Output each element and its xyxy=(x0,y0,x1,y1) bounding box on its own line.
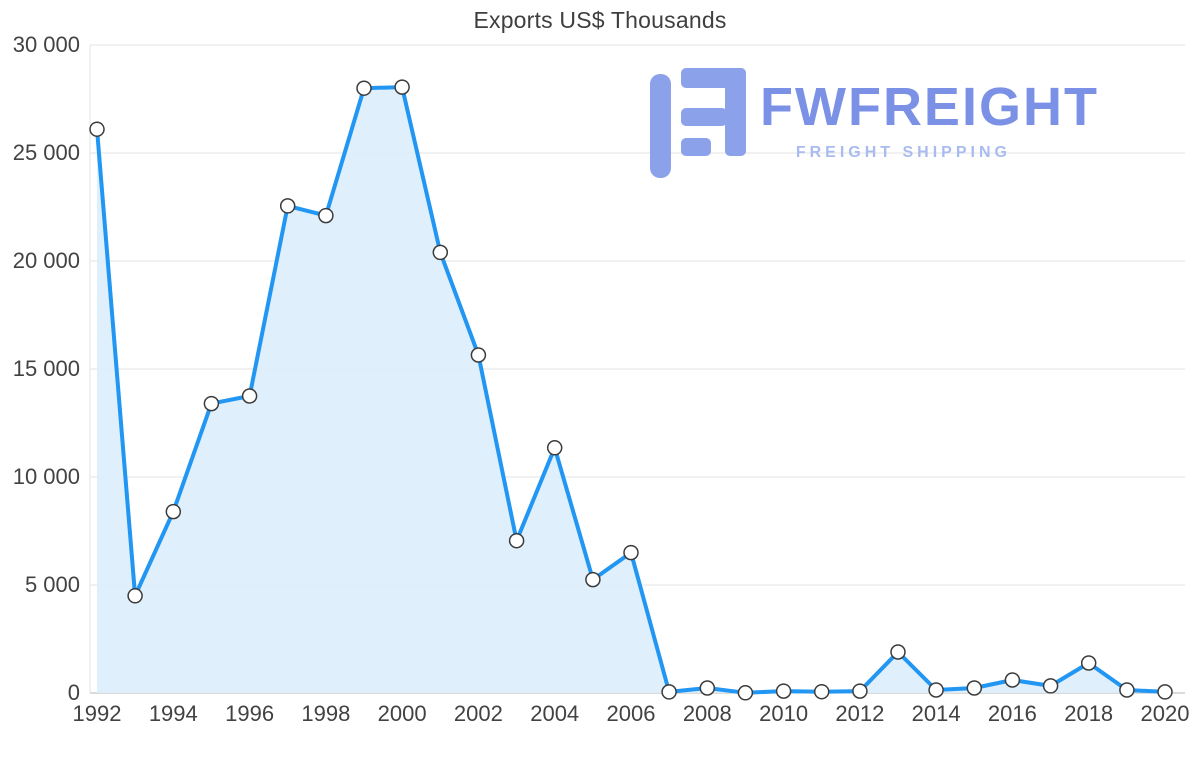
y-tick-label: 10 000 xyxy=(13,464,80,489)
data-point-marker[interactable] xyxy=(661,684,677,700)
y-tick-label: 30 000 xyxy=(13,32,80,57)
y-tick-label: 20 000 xyxy=(13,248,80,273)
x-tick-label: 1998 xyxy=(301,701,350,726)
data-point-marker[interactable] xyxy=(966,680,983,696)
data-point-marker[interactable] xyxy=(623,544,639,561)
brand-watermark: FWFREIGHT FREIGHT SHIPPING xyxy=(650,68,1099,184)
chart-title: Exports US$ Thousands xyxy=(473,7,727,33)
x-tick-label: 2018 xyxy=(1064,701,1113,726)
y-tick-label: 15 000 xyxy=(13,356,80,381)
data-point-marker[interactable] xyxy=(1042,678,1059,694)
brand-name: FWFREIGHT xyxy=(760,77,1099,137)
x-tick-label: 2012 xyxy=(835,701,884,726)
x-tick-label: 2000 xyxy=(378,701,427,726)
series-area-fill xyxy=(97,87,1165,694)
data-point-marker[interactable] xyxy=(508,532,525,549)
x-tick-label: 1996 xyxy=(225,701,274,726)
data-point-marker[interactable] xyxy=(241,388,258,404)
x-tick-label: 2004 xyxy=(530,701,579,726)
data-point-marker[interactable] xyxy=(928,682,944,698)
x-tick-label: 2016 xyxy=(988,701,1037,726)
data-point-marker[interactable] xyxy=(127,588,143,604)
x-tick-label: 2010 xyxy=(759,701,808,726)
y-tick-label: 25 000 xyxy=(13,140,80,165)
x-tick-label: 2020 xyxy=(1141,701,1190,726)
data-point-marker[interactable] xyxy=(546,440,563,456)
y-tick-label: 5 000 xyxy=(25,572,80,597)
data-point-marker[interactable] xyxy=(1119,682,1135,698)
data-point-marker[interactable] xyxy=(89,121,105,137)
data-point-marker[interactable] xyxy=(699,680,716,696)
x-tick-label: 2014 xyxy=(912,701,961,726)
y-tick-label: 0 xyxy=(68,680,80,705)
data-point-marker[interactable] xyxy=(470,347,487,363)
data-point-marker[interactable] xyxy=(165,503,182,520)
data-point-marker[interactable] xyxy=(890,644,906,660)
data-point-marker[interactable] xyxy=(775,683,792,699)
data-point-marker[interactable] xyxy=(813,683,830,700)
data-point-marker[interactable] xyxy=(585,571,601,588)
x-tick-label: 1992 xyxy=(73,701,122,726)
x-tick-label: 1994 xyxy=(149,701,198,726)
x-tick-label: 2006 xyxy=(607,701,656,726)
fwfreight-logo-icon xyxy=(650,68,746,178)
data-point-marker[interactable] xyxy=(1004,672,1021,688)
data-point-marker[interactable] xyxy=(203,395,220,412)
data-point-marker[interactable] xyxy=(432,244,449,261)
data-point-marker[interactable] xyxy=(356,80,372,96)
data-point-marker[interactable] xyxy=(737,685,754,701)
data-point-marker[interactable] xyxy=(279,198,296,214)
brand-text-block: FWFREIGHT FREIGHT SHIPPING xyxy=(760,68,1099,162)
brand-tagline: FREIGHT SHIPPING xyxy=(795,144,1011,161)
x-tick-label: 2002 xyxy=(454,701,503,726)
data-point-marker[interactable] xyxy=(852,683,868,699)
data-point-marker[interactable] xyxy=(394,79,410,95)
data-point-marker[interactable] xyxy=(318,207,334,224)
x-tick-label: 2008 xyxy=(683,701,732,726)
data-point-marker[interactable] xyxy=(1157,684,1173,700)
data-point-marker[interactable] xyxy=(1080,655,1097,671)
